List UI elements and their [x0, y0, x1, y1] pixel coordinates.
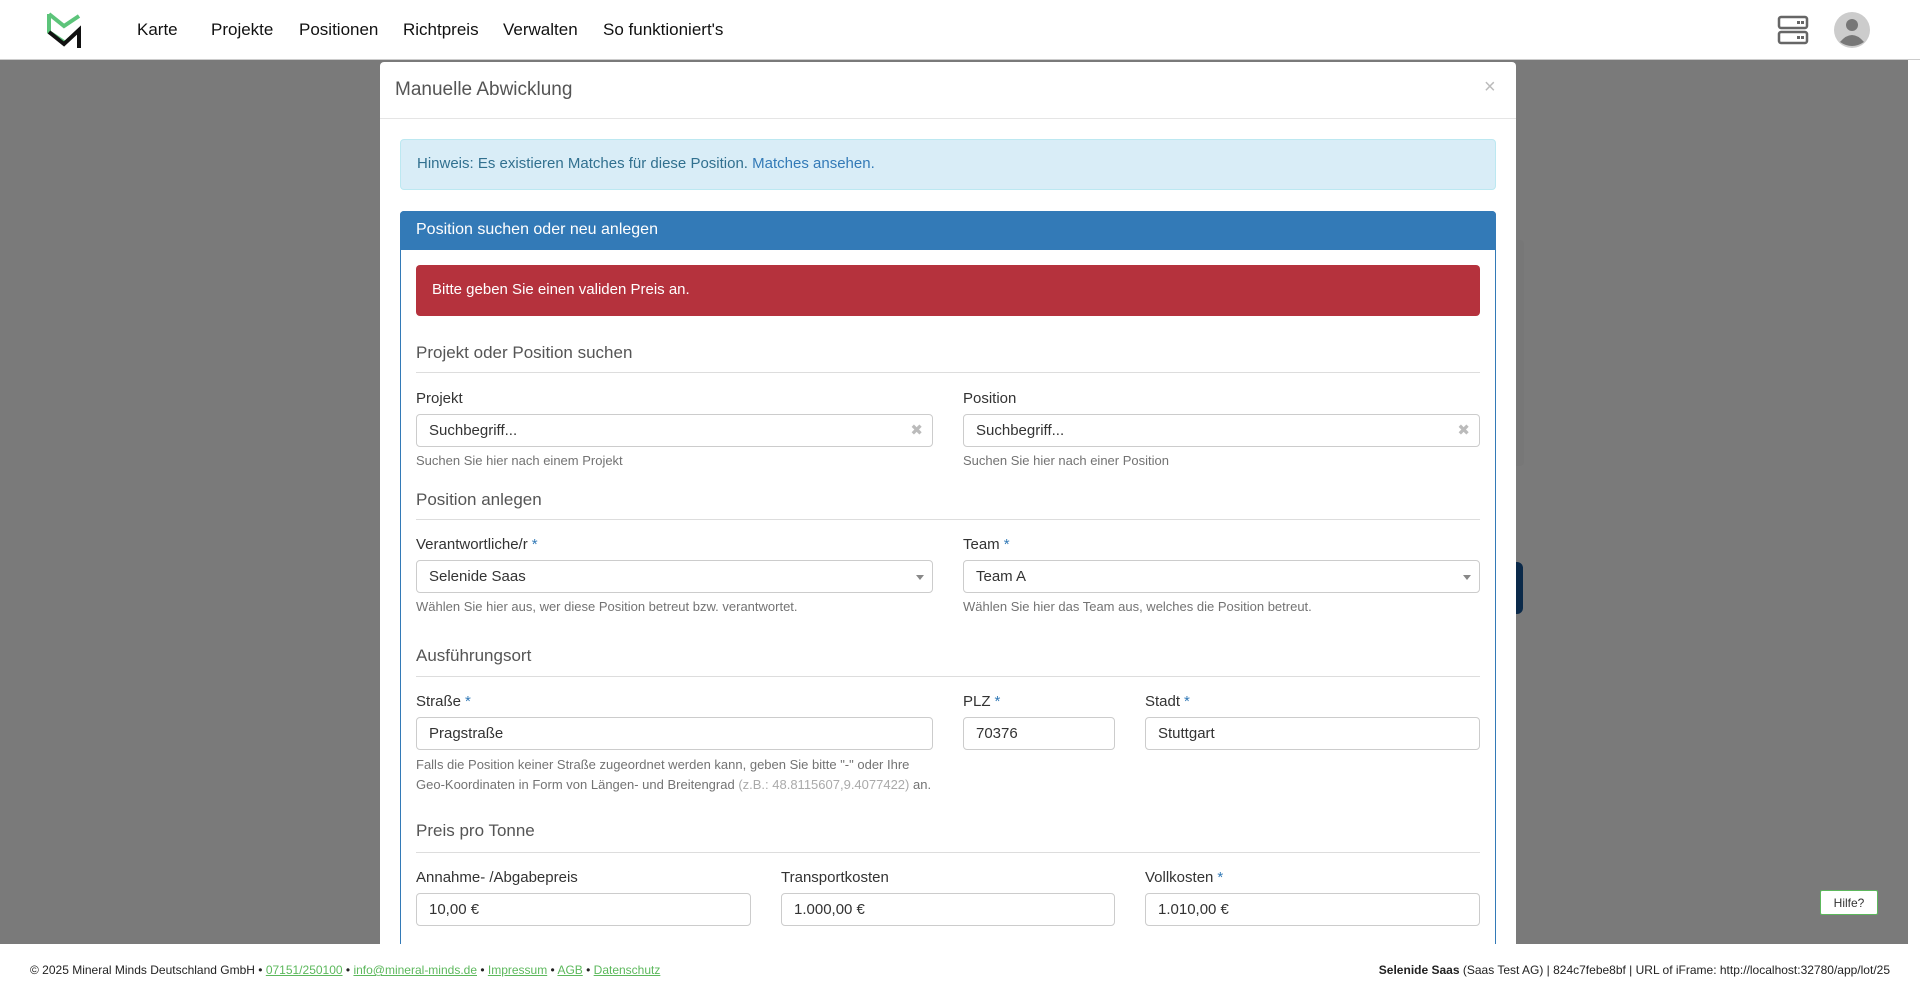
stadt-label: Stadt * [1145, 693, 1190, 710]
modal-header-divider [380, 118, 1516, 119]
agb-link[interactable]: AGB [557, 963, 583, 977]
info-text: Hinweis: Es existieren Matches für diese… [417, 155, 753, 172]
annahme-label: Annahme- /Abgabepreis [416, 869, 578, 886]
user-avatar-icon[interactable] [1834, 12, 1870, 48]
divider [416, 852, 1480, 853]
annahme-price-input[interactable]: 10,00 € [416, 893, 751, 926]
panel-title: Position suchen oder neu anlegen [400, 211, 1496, 250]
position-label: Position [963, 390, 1017, 407]
clear-icon[interactable]: ✖ [1457, 422, 1470, 439]
impressum-link[interactable]: Impressum [487, 963, 548, 977]
matches-info-alert: Hinweis: Es existieren Matches für diese… [400, 139, 1496, 190]
server-icon[interactable] [1777, 15, 1809, 45]
email-link[interactable]: info@mineral-minds.de [353, 963, 477, 977]
divider [416, 372, 1480, 373]
phone-link[interactable]: 07151/250100 [265, 963, 343, 977]
strasse-input[interactable]: Pragstraße [416, 717, 933, 750]
section-search-heading: Projekt oder Position suchen [416, 343, 633, 362]
projekt-placeholder: Suchbegriff... [429, 422, 518, 439]
background-card [1516, 240, 1524, 466]
section-location-heading: Ausführungsort [416, 646, 532, 665]
background-button [1516, 562, 1523, 614]
plz-input[interactable]: 70376 [963, 717, 1115, 750]
team-help: Wählen Sie hier das Team aus, welches di… [963, 599, 1312, 614]
matches-link[interactable]: Matches ansehen. [752, 155, 875, 172]
dropdown-caret-icon [916, 575, 924, 580]
position-help: Suchen Sie hier nach einer Position [963, 453, 1169, 468]
help-bubble-button[interactable]: Hilfe? [1820, 890, 1878, 915]
projekt-help: Suchen Sie hier nach einem Projekt [416, 453, 623, 468]
dropdown-caret-icon [1463, 575, 1471, 580]
nav-richtpreis[interactable]: Richtpreis [403, 20, 479, 39]
strasse-help: Falls die Position keiner Straße zugeord… [416, 757, 932, 792]
section-price-heading: Preis pro Tonne [416, 821, 535, 840]
top-navbar [0, 0, 1920, 60]
footer-left: © 2025 Mineral Minds Deutschland GmbH • … [30, 963, 661, 977]
user-name: Selenide Saas [1378, 963, 1460, 977]
clear-icon[interactable]: ✖ [910, 422, 923, 439]
position-placeholder: Suchbegriff... [976, 422, 1065, 439]
nav-verwalten[interactable]: Verwalten [503, 20, 578, 39]
projekt-label: Projekt [416, 390, 463, 407]
nav-projekte[interactable]: Projekte [211, 20, 274, 39]
footer-right: Selenide Saas (Saas Test AG) | 824c7febe… [1379, 963, 1890, 977]
close-icon[interactable]: × [1484, 76, 1496, 98]
divider [416, 676, 1480, 677]
nav-karte[interactable]: Karte [137, 20, 178, 39]
mineral-minds-logo[interactable] [46, 12, 86, 50]
transport-cost-input[interactable]: 1.000,00 € [781, 893, 1115, 926]
stadt-input[interactable]: Stuttgart [1145, 717, 1480, 750]
verantwortlich-select[interactable]: Selenide Saas [416, 560, 933, 593]
modal-title: Manuelle Abwicklung [395, 79, 573, 100]
nav-so-funktionierts[interactable]: So funktioniert's [603, 20, 724, 39]
vollkosten-input[interactable]: 1.010,00 € [1145, 893, 1480, 926]
team-label: Team * [963, 536, 1010, 553]
divider [416, 519, 1480, 520]
plz-label: PLZ * [963, 693, 1001, 710]
datenschutz-link[interactable]: Datenschutz [593, 963, 661, 977]
scrollbar[interactable] [1908, 60, 1920, 944]
verantwortlich-label: Verantwortliche/r * [416, 536, 538, 553]
position-search-input[interactable]: Suchbegriff... ✖ [963, 414, 1480, 447]
vollkosten-label: Vollkosten * [1145, 869, 1224, 886]
strasse-label: Straße * [416, 693, 471, 710]
price-error-alert: Bitte geben Sie einen validen Preis an. [416, 265, 1480, 316]
projekt-search-input[interactable]: Suchbegriff... ✖ [416, 414, 933, 447]
team-select[interactable]: Team A [963, 560, 1480, 593]
copyright: © 2025 Mineral Minds Deutschland GmbH • [30, 963, 266, 977]
transport-label: Transportkosten [781, 869, 889, 886]
verantwortlich-help: Wählen Sie hier aus, wer diese Position … [416, 599, 798, 614]
session-info: (Saas Test AG) | 824c7febe8bf | URL of i… [1459, 963, 1890, 977]
nav-positionen[interactable]: Positionen [299, 20, 379, 39]
section-create-heading: Position anlegen [416, 490, 542, 509]
footer: © 2025 Mineral Minds Deutschland GmbH • … [0, 944, 1920, 994]
